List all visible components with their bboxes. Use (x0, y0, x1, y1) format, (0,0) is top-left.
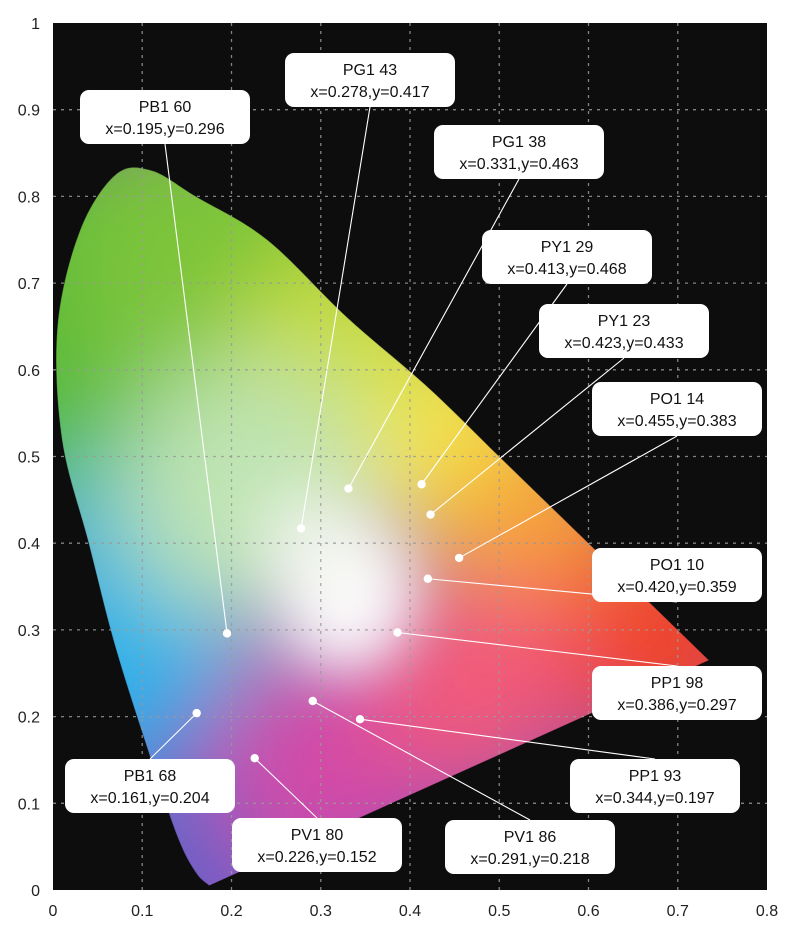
point-name: PG1 38 (492, 134, 546, 151)
x-tick-label: 0.5 (488, 903, 510, 920)
point-label: PV1 80 x=0.226,y=0.152 (232, 818, 402, 872)
label-box (539, 304, 709, 358)
point-label: PB1 60 x=0.195,y=0.296 (80, 90, 250, 144)
x-tick-label: 0.2 (220, 903, 242, 920)
leader-line (359, 718, 656, 760)
point-coords: x=0.161,y=0.204 (90, 790, 209, 807)
point-name: PV1 86 (504, 829, 557, 846)
label-box (482, 230, 652, 284)
point-name: PG1 43 (343, 62, 397, 79)
data-point (426, 510, 435, 519)
data-points (192, 480, 464, 763)
leader-line (458, 435, 678, 559)
data-point (454, 553, 464, 563)
leader-line (312, 700, 531, 821)
data-point (417, 480, 426, 489)
x-tick-label: 0.4 (399, 903, 421, 920)
leader-line (300, 106, 371, 529)
point-coords: x=0.195,y=0.296 (105, 121, 224, 138)
leader-line (430, 357, 625, 516)
point-coords: x=0.423,y=0.433 (564, 335, 683, 352)
point-name: PV1 80 (291, 827, 344, 844)
leader-line (254, 757, 318, 819)
x-tick-label: 0.6 (577, 903, 599, 920)
leader-line (397, 631, 678, 667)
y-tick-label: 0.5 (18, 450, 40, 467)
point-name: PY1 23 (598, 313, 651, 330)
y-tick-label: 1 (31, 16, 40, 33)
point-labels: PG1 43 x=0.278,y=0.417 PB1 60 x=0.195,y=0.2… (65, 53, 762, 874)
x-tick-label: 0.1 (131, 903, 153, 920)
point-label: PY1 23 x=0.423,y=0.433 (539, 304, 709, 358)
x-tick-label: 0.7 (667, 903, 689, 920)
point-label: PP1 98 x=0.386,y=0.297 (592, 666, 762, 720)
point-label: PG1 38 x=0.331,y=0.463 (434, 125, 604, 179)
data-point (192, 708, 201, 718)
point-name: PY1 29 (541, 239, 594, 256)
point-coords: x=0.420,y=0.359 (617, 579, 736, 596)
label-box (434, 125, 604, 179)
y-tick-label: 0.8 (18, 189, 40, 206)
y-tick-label: 0.6 (18, 363, 40, 380)
point-coords: x=0.331,y=0.463 (459, 156, 578, 173)
label-box (445, 820, 615, 874)
x-tick-label: 0.8 (756, 903, 778, 920)
label-box (65, 759, 235, 813)
data-point (296, 524, 306, 533)
y-tick-label: 0.2 (18, 710, 40, 727)
label-box (232, 818, 402, 872)
point-coords: x=0.344,y=0.197 (595, 790, 714, 807)
x-axis: 0 0.1 0.2 0.3 0.4 0.5 0.6 0.7 0.8 (49, 903, 779, 920)
y-tick-label: 0.4 (18, 536, 40, 553)
data-point (308, 696, 317, 706)
leader-line (164, 143, 228, 634)
data-point (250, 754, 259, 763)
point-label: PP1 93 x=0.344,y=0.197 (570, 759, 740, 813)
point-coords: x=0.226,y=0.152 (257, 849, 376, 866)
point-name: PO1 14 (650, 391, 704, 408)
point-name: PP1 93 (629, 768, 682, 785)
point-label: PO1 10 x=0.420,y=0.359 (592, 548, 762, 602)
leader-line (149, 712, 198, 760)
point-coords: x=0.291,y=0.218 (470, 851, 589, 868)
point-name: PB1 60 (139, 99, 192, 116)
point-name: PB1 68 (124, 768, 177, 785)
point-label: PY1 29 x=0.413,y=0.468 (482, 230, 652, 284)
x-tick-label: 0 (49, 903, 58, 920)
point-coords: x=0.413,y=0.468 (507, 261, 626, 278)
point-label: PB1 68 x=0.161,y=0.204 (65, 759, 235, 813)
y-axis: 0 0.1 0.2 0.3 0.4 0.5 0.6 0.7 0.8 0.9 1 (18, 16, 40, 900)
y-tick-label: 0.9 (18, 103, 40, 120)
data-point (423, 574, 433, 583)
label-box (285, 53, 455, 107)
point-name: PP1 98 (651, 675, 704, 692)
label-box (592, 382, 762, 436)
data-point (344, 484, 353, 493)
x-tick-label: 0.3 (310, 903, 332, 920)
y-tick-label: 0.1 (18, 796, 40, 813)
label-box (570, 759, 740, 813)
data-point (393, 628, 402, 637)
point-coords: x=0.455,y=0.383 (617, 413, 736, 430)
y-tick-label: 0 (31, 883, 40, 900)
label-box (592, 548, 762, 602)
y-tick-label: 0.7 (18, 276, 40, 293)
point-name: PO1 10 (650, 557, 704, 574)
data-point (222, 629, 232, 638)
point-label: PO1 14 x=0.455,y=0.383 (592, 382, 762, 436)
point-coords: x=0.278,y=0.417 (310, 84, 429, 101)
y-tick-label: 0.3 (18, 623, 40, 640)
label-box (592, 666, 762, 720)
data-point (355, 715, 365, 724)
point-coords: x=0.386,y=0.297 (617, 697, 736, 714)
point-label: PV1 86 x=0.291,y=0.218 (445, 820, 615, 874)
label-box (80, 90, 250, 144)
point-label: PG1 43 x=0.278,y=0.417 (285, 53, 455, 107)
